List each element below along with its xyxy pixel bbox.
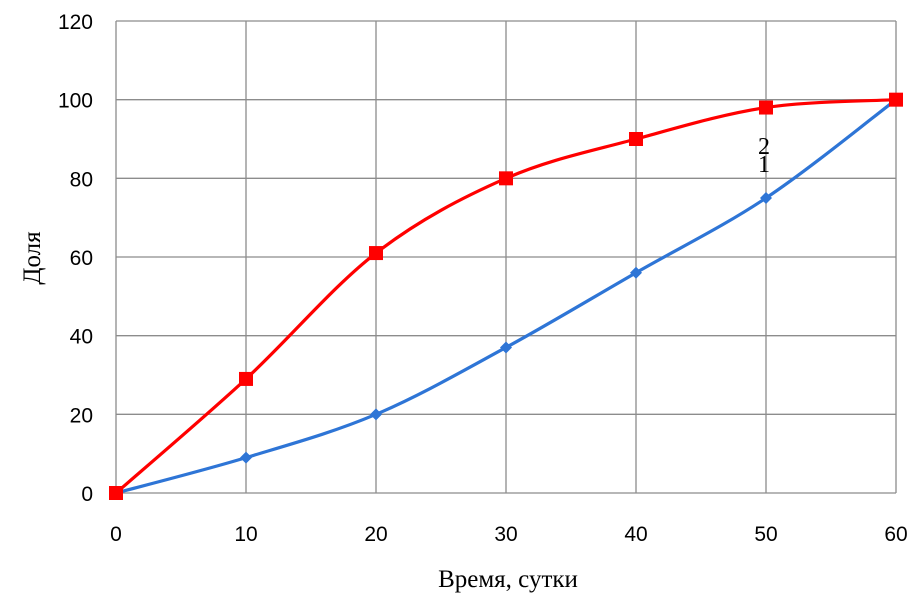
series-2-point-20 (369, 246, 383, 261)
x-tick-label-30: 30 (494, 523, 517, 546)
y-tick-label-20: 20 (70, 404, 93, 427)
x-tick-label-10: 10 (234, 523, 257, 546)
y-tick-label-40: 40 (70, 326, 93, 349)
series-2-point-10 (239, 371, 253, 386)
y-tick-label-120: 120 (58, 11, 93, 34)
y-axis-title: Доля (19, 231, 46, 285)
series-2-point-0 (109, 486, 123, 500)
series-1-label: 1 (758, 152, 770, 178)
series-2-point-30 (499, 171, 513, 186)
x-tick-label-40: 40 (624, 523, 647, 546)
series-1-point-10 (240, 451, 252, 464)
x-tick-label-60: 60 (884, 523, 907, 546)
series-1-point-50 (760, 192, 772, 204)
series-2-point-40 (629, 132, 643, 146)
grid (115, 20, 897, 494)
series-1-point-30 (500, 341, 512, 354)
y-tick-label-80: 80 (70, 168, 93, 191)
series-2-point-60 (889, 92, 903, 107)
y-tick-label-100: 100 (58, 90, 93, 113)
x-tick-label-0: 0 (110, 523, 122, 546)
x-axis-title: Время, сутки (438, 566, 578, 593)
series-2-point-50 (759, 100, 773, 115)
tick-labels: 0 10 20 30 40 50 60 0 20 40 60 80 100 120 (58, 11, 908, 546)
series-1-point-40 (630, 266, 642, 279)
x-tick-label-50: 50 (754, 523, 777, 546)
y-tick-label-0: 0 (81, 483, 93, 506)
x-tick-label-20: 20 (364, 523, 387, 546)
series-layer (109, 92, 903, 500)
series-1-point-20 (370, 408, 382, 421)
y-tick-label-60: 60 (70, 247, 93, 270)
series-2 (109, 92, 903, 500)
series-2-label: 2 (758, 134, 770, 160)
